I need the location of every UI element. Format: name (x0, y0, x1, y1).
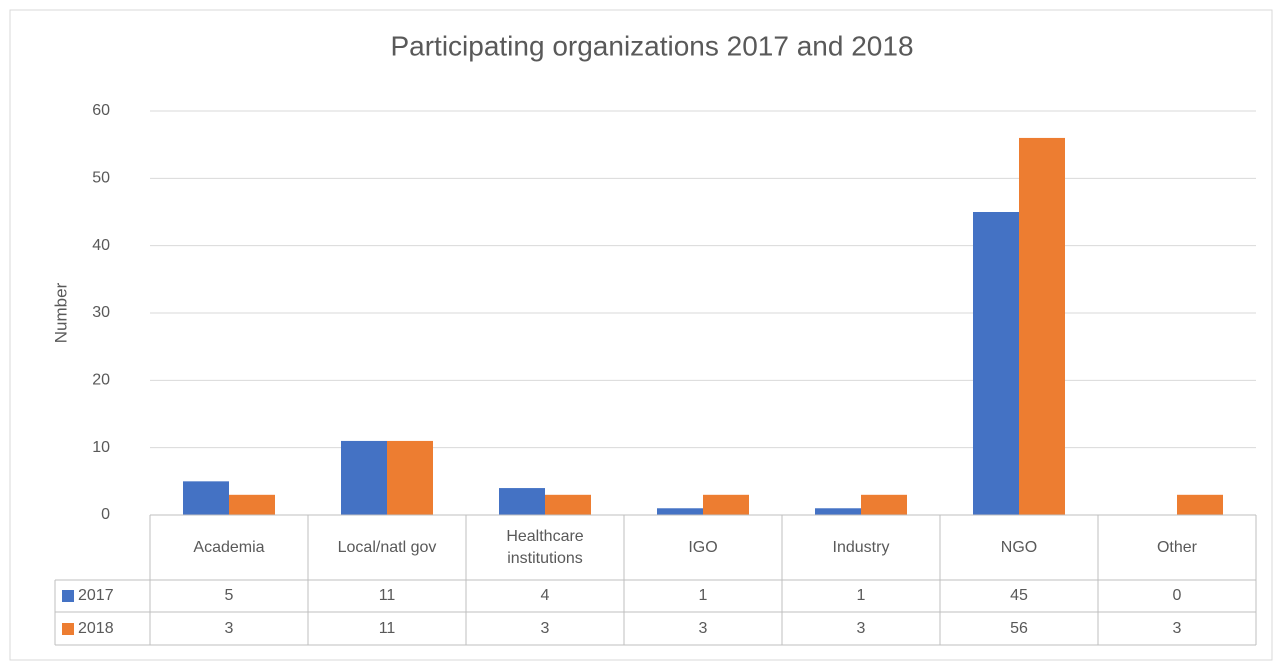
x-tick-label: Industry (832, 538, 890, 556)
y-tick-label: 40 (92, 237, 110, 254)
y-tick-label: 0 (101, 506, 110, 523)
bar (973, 212, 1019, 515)
table-value: 0 (1172, 587, 1182, 604)
bar (1177, 494, 1223, 515)
table-value: 11 (378, 587, 396, 604)
legend-swatch (62, 622, 74, 635)
y-tick-label: 10 (92, 439, 110, 456)
y-tick-label: 30 (92, 304, 110, 321)
bar (545, 494, 591, 515)
bar (183, 481, 229, 515)
bar (703, 494, 749, 515)
bar (815, 508, 861, 515)
y-tick-label: 60 (92, 102, 110, 119)
y-tick-label: 20 (92, 372, 110, 389)
table-value: 3 (224, 619, 234, 637)
x-tick-label: Healthcare institutions (506, 527, 584, 567)
legend-label: 2018 (78, 619, 114, 637)
x-tick-label: NGO (1000, 538, 1038, 556)
table-value: 45 (1010, 587, 1028, 604)
x-tick-label: Academia (193, 538, 265, 556)
bar (341, 440, 387, 515)
legend-label: 2017 (78, 587, 114, 604)
x-tick-label: Local/natl gov (337, 538, 437, 556)
table-value: 56 (1010, 619, 1028, 637)
table-value: 11 (378, 619, 396, 637)
table-value: 3 (698, 619, 708, 637)
table-value: 1 (698, 587, 708, 604)
bar (499, 488, 545, 515)
x-tick-label: IGO (688, 538, 718, 556)
bar (657, 508, 703, 515)
bar (1019, 137, 1065, 515)
x-tick-label: Other (1156, 538, 1197, 556)
chart-title: Participating organizations 2017 and 201… (390, 30, 913, 61)
table-value: 3 (1172, 619, 1182, 637)
legend-swatch (62, 590, 74, 602)
table-value: 5 (224, 587, 234, 604)
legend-entry: 2017 (62, 580, 114, 612)
legend-entry: 2018 (62, 612, 114, 645)
bar (229, 494, 275, 515)
table-value: 1 (856, 587, 866, 604)
bar (387, 440, 433, 515)
table-value: 4 (540, 587, 550, 604)
bar (861, 494, 907, 515)
y-axis-label: Number (51, 282, 70, 343)
table-value: 3 (540, 619, 550, 637)
y-tick-label: 50 (92, 170, 110, 187)
table-value: 3 (856, 619, 866, 637)
